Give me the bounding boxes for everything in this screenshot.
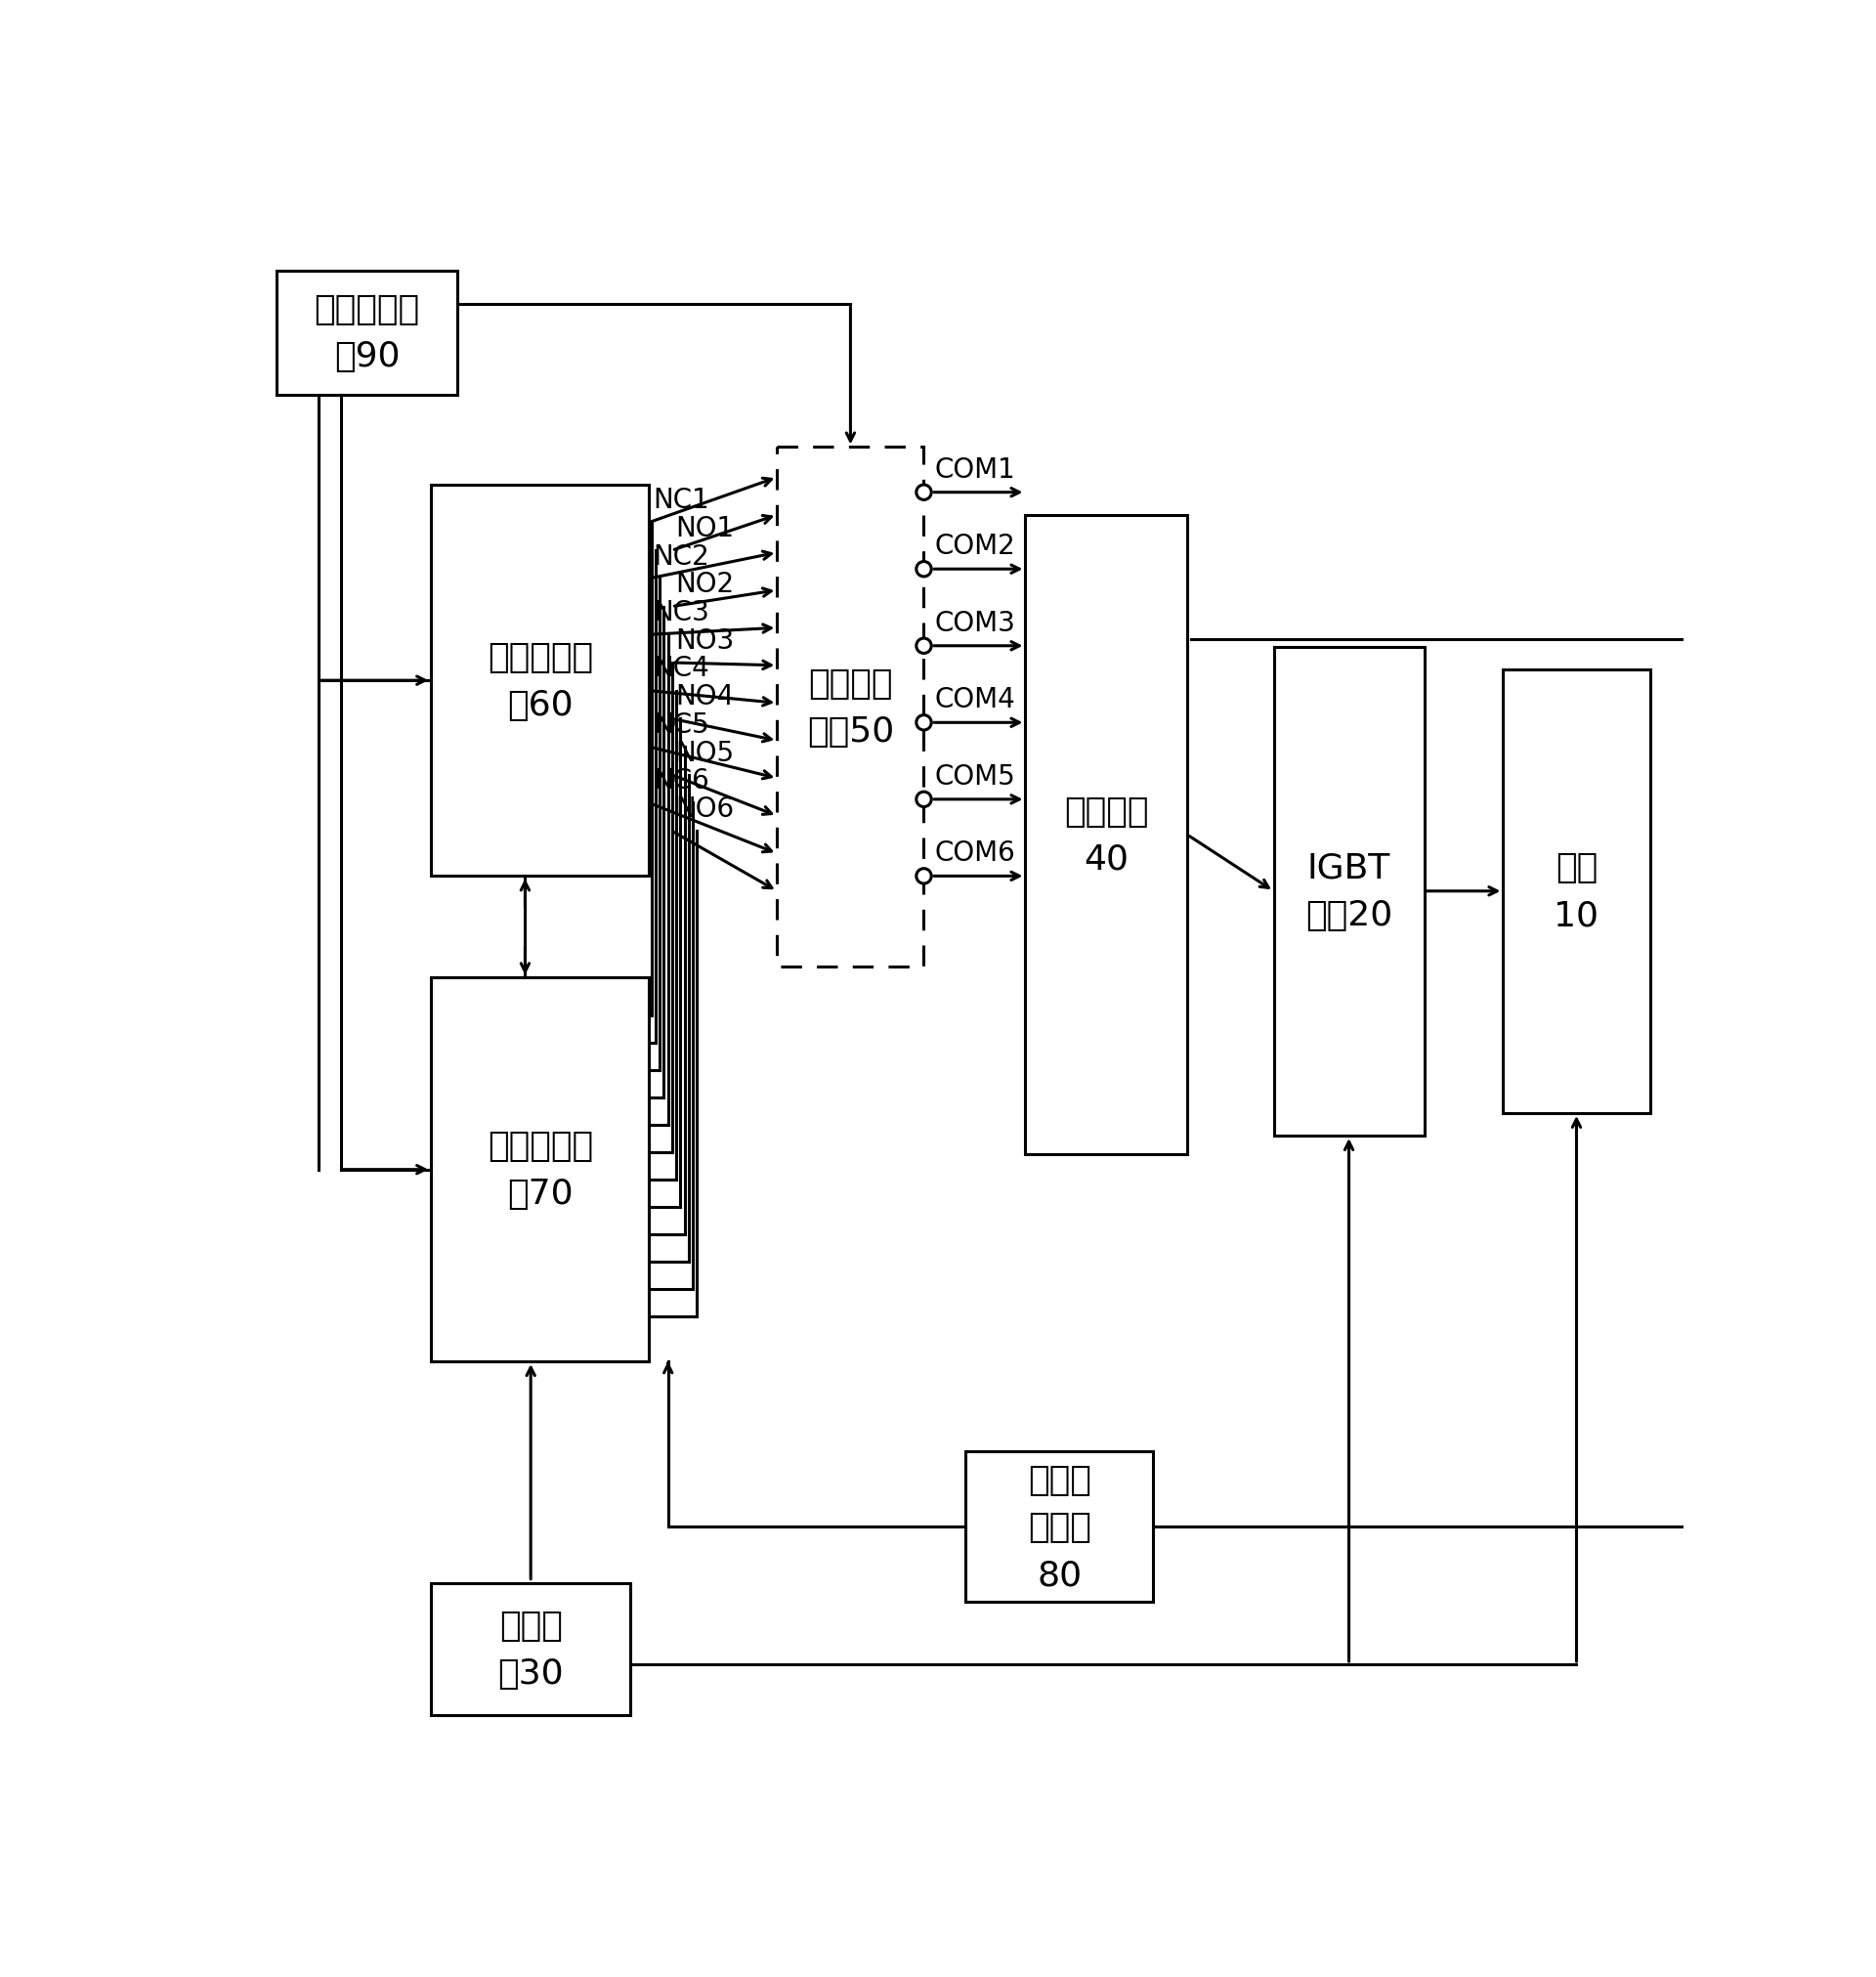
Text: 第一控制模
块60: 第一控制模 块60 (488, 641, 593, 722)
Circle shape (915, 793, 930, 807)
Bar (1274, 646, 1424, 1137)
Bar (278, 271, 458, 395)
Text: NO6: NO6 (675, 795, 734, 822)
Text: NC4: NC4 (653, 654, 709, 682)
Text: NO1: NO1 (675, 514, 734, 542)
Bar (1026, 516, 1188, 1155)
Text: NC1: NC1 (653, 486, 709, 514)
Circle shape (915, 561, 930, 577)
Text: NC3: NC3 (653, 599, 709, 627)
Text: 故障检测模
块90: 故障检测模 块90 (315, 293, 420, 374)
Text: COM3: COM3 (934, 609, 1015, 637)
Text: COM1: COM1 (934, 457, 1015, 482)
Text: 通道选择
模块50: 通道选择 模块50 (807, 666, 895, 747)
Circle shape (915, 716, 930, 731)
Text: 检测模
块30: 检测模 块30 (497, 1609, 565, 1690)
Text: NC2: NC2 (653, 544, 709, 569)
Text: 电机
10: 电机 10 (1553, 852, 1598, 931)
Text: NO3: NO3 (675, 627, 734, 654)
Circle shape (915, 486, 930, 500)
Text: NO2: NO2 (675, 571, 734, 599)
Text: NO4: NO4 (675, 682, 734, 710)
Text: NC5: NC5 (653, 712, 709, 737)
Text: COM4: COM4 (934, 686, 1015, 714)
Text: COM5: COM5 (934, 763, 1015, 791)
Text: NO5: NO5 (675, 739, 734, 767)
Text: COM6: COM6 (934, 840, 1015, 866)
Circle shape (915, 870, 930, 884)
Text: NC6: NC6 (653, 767, 709, 795)
Bar (431, 979, 649, 1362)
Text: 第二控制模
块70: 第二控制模 块70 (488, 1129, 593, 1210)
Bar (777, 449, 923, 967)
Text: COM2: COM2 (934, 532, 1015, 559)
Bar (1503, 670, 1649, 1113)
Bar (431, 486, 649, 876)
Text: 驱动模块
40: 驱动模块 40 (1064, 795, 1148, 876)
Text: 报错检
测模块
80: 报错检 测模块 80 (1028, 1463, 1092, 1591)
Bar (431, 1584, 630, 1716)
Circle shape (915, 639, 930, 654)
Bar (966, 1451, 1154, 1601)
Text: IGBT
模块20: IGBT 模块20 (1306, 852, 1392, 931)
